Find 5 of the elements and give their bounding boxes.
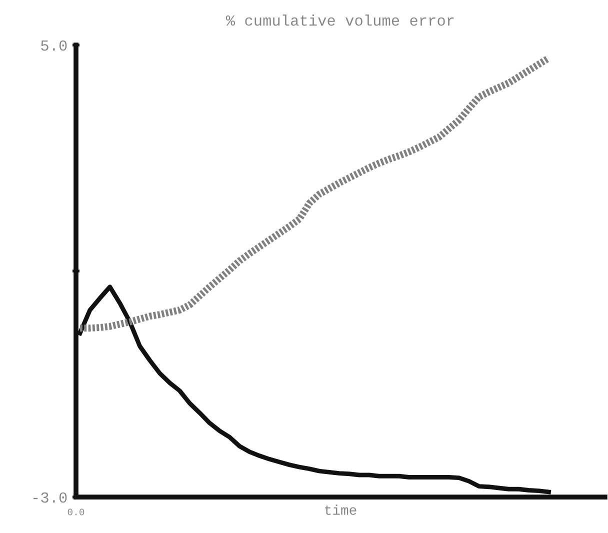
x-axis-title: time (325, 504, 356, 515)
text: 0.0 (68, 508, 84, 516)
y-tick-label: 5.0 (41, 40, 67, 51)
y-tick-label: -3.0 (33, 492, 67, 503)
chart-title: % cumulative volume error (226, 14, 454, 26)
